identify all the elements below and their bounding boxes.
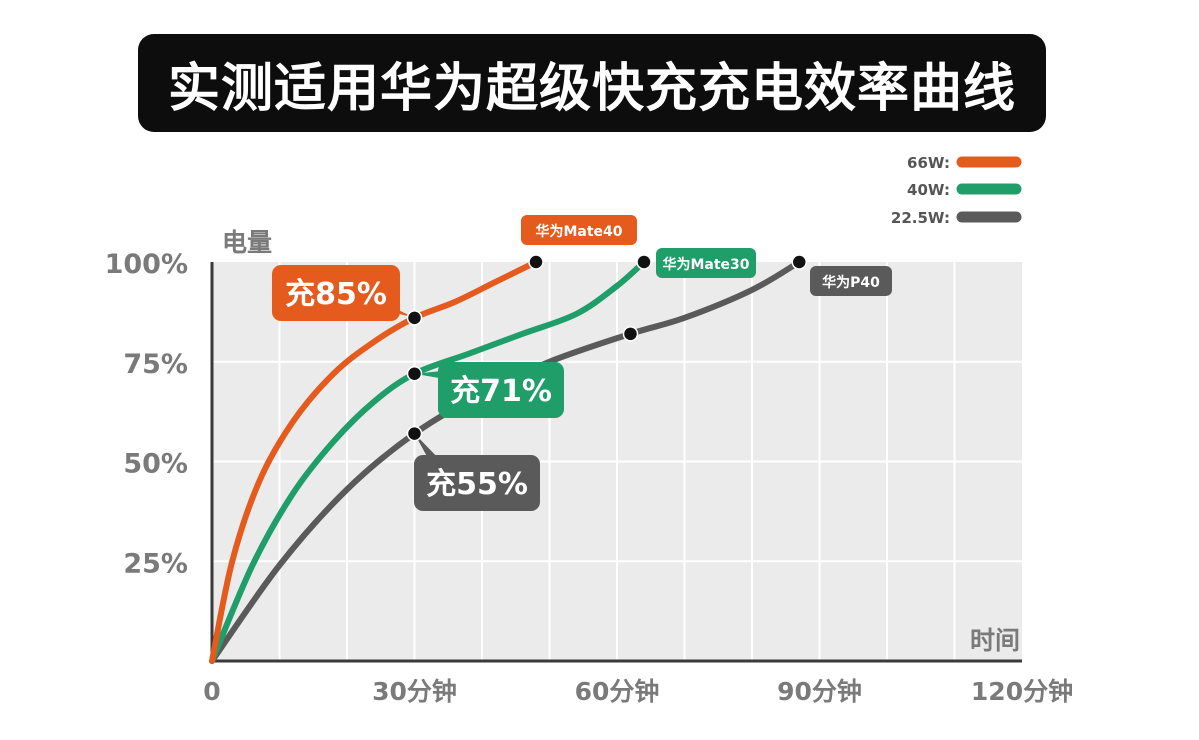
callout-pointer [414, 433, 442, 462]
callout-bg [272, 265, 400, 321]
legend-item: 66W: [907, 154, 1022, 172]
callout-label: 充55% [426, 467, 528, 502]
title-banner: 实测适用华为超级快充充电效率曲线 [138, 34, 1046, 132]
callout-label: 充85% [285, 277, 387, 312]
legend-label: 40W: [907, 181, 950, 199]
callout-label: 充71% [450, 374, 552, 409]
x-tick-label: 120分钟 [971, 677, 1073, 706]
callout-bg [414, 455, 540, 511]
end-label-text: 华为Mate30 [662, 256, 749, 273]
x-axis-label: 时间 [970, 626, 1020, 655]
data-point-marker [528, 254, 544, 270]
series-end-label: 华为Mate40 [521, 215, 637, 245]
callout-bg [438, 362, 564, 418]
end-label-bg [810, 266, 892, 296]
data-point-marker [636, 254, 652, 270]
y-axis-label: 电量 [222, 228, 272, 257]
legend-label: 66W: [907, 154, 950, 172]
series-end-label: 华为Mate30 [656, 248, 756, 278]
end-label-bg [656, 248, 756, 278]
legend-item: 40W: [907, 181, 1022, 199]
end-label-bg [521, 215, 637, 245]
y-tick-label: 50% [123, 449, 188, 480]
y-tick-label: 100% [105, 249, 188, 280]
data-point-marker [622, 326, 639, 342]
callout-box: 充55% [414, 433, 540, 511]
data-point-marker [406, 365, 423, 382]
legend-label: 22.5W: [891, 209, 950, 227]
data-point-marker [406, 310, 423, 326]
x-tick-label: 90分钟 [777, 677, 862, 706]
chart-title: 实测适用华为超级快充充电效率曲线 [167, 58, 1016, 119]
series-line [209, 259, 647, 664]
x-tick-label: 30分钟 [372, 677, 457, 706]
end-label-text: 华为Mate40 [535, 223, 622, 240]
x-tick-label: 60分钟 [575, 677, 660, 706]
data-point-marker [791, 254, 807, 270]
callout-box: 充71% [414, 362, 564, 418]
x-tick-label: 0 [203, 677, 220, 706]
callout-box: 充85% [272, 265, 415, 321]
data-point-marker [406, 425, 423, 442]
y-tick-label: 75% [123, 349, 188, 380]
series-end-label: 华为P40 [810, 266, 892, 296]
series-line [209, 259, 539, 664]
end-label-text: 华为P40 [822, 274, 880, 291]
legend-item: 22.5W: [891, 209, 1022, 227]
y-tick-label: 25% [123, 548, 188, 579]
